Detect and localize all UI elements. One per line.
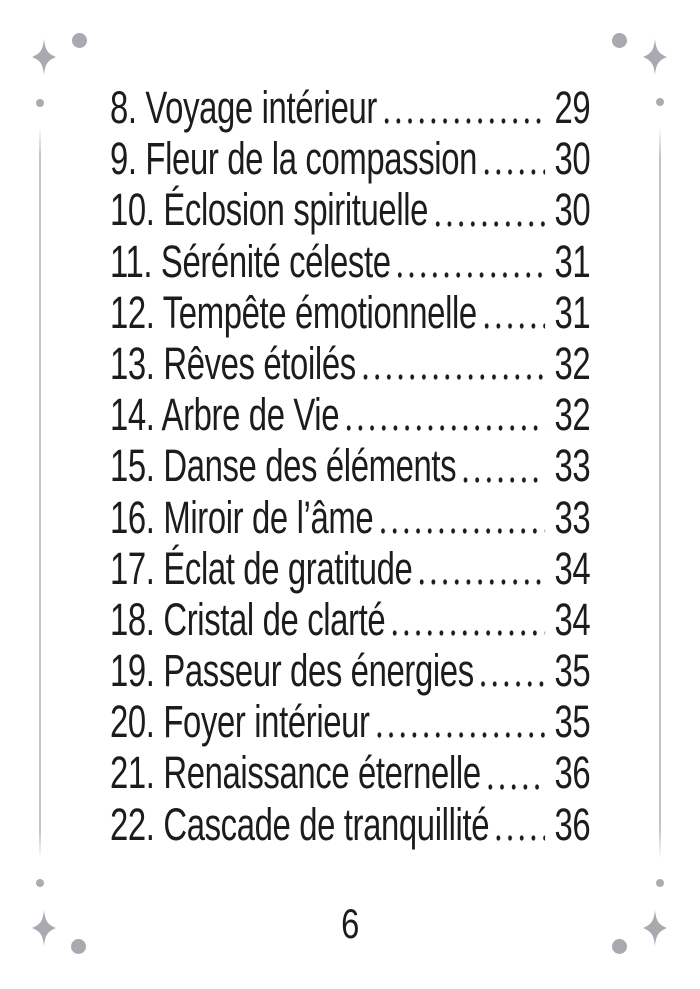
toc-entry-title: 15. Danse des éléments <box>110 440 457 492</box>
circle-ornament-top-right <box>612 33 627 48</box>
toc-row: 21. Renaissance éternelle 36 <box>110 747 591 799</box>
dotted-leader <box>363 374 546 381</box>
toc-entry-page: 34 <box>554 593 591 645</box>
toc-entry-page: 31 <box>554 286 591 338</box>
dotted-leader <box>463 476 546 483</box>
toc-entry-title: 12. Tempête émotionnelle <box>110 286 477 338</box>
dotted-leader <box>496 834 546 841</box>
toc-entry-page: 34 <box>554 542 591 594</box>
table-of-contents: 8. Voyage intérieur 29 9. Fleur de la co… <box>110 82 591 850</box>
toc-entry-title: 8. Voyage intérieur <box>110 82 377 133</box>
dot-ornament-bottom-right <box>656 879 664 887</box>
toc-entry-page: 33 <box>554 440 591 492</box>
toc-entry-page: 30 <box>554 184 591 236</box>
toc-row: 10. Éclosion spirituelle 30 <box>110 184 591 236</box>
toc-row: 18. Cristal de clarté 34 <box>110 593 591 645</box>
toc-row: 13. Rêves étoilés 32 <box>110 337 591 389</box>
toc-entry-title: 10. Éclosion spirituelle <box>110 184 429 236</box>
sparkle-icon-top-left <box>32 39 56 75</box>
sparkle-icon-bottom-right <box>643 910 667 946</box>
page-number: 6 <box>341 900 359 947</box>
toc-entry-title: 22. Cascade de tranquillité <box>110 798 490 850</box>
toc-entry-title: 18. Cristal de clarté <box>110 593 386 645</box>
toc-entry-title: 11. Sérénité céleste <box>110 235 391 287</box>
toc-row: 17. Éclat de gratitude 34 <box>110 542 591 594</box>
dotted-leader <box>484 169 546 176</box>
toc-entry-page: 32 <box>554 389 591 441</box>
toc-entry-page: 33 <box>554 491 591 543</box>
dotted-leader <box>481 681 546 688</box>
dotted-leader <box>376 732 546 739</box>
toc-entry-page: 36 <box>554 747 591 799</box>
dotted-leader <box>346 425 546 432</box>
toc-entry-title: 20. Foyer intérieur <box>110 696 370 748</box>
dotted-leader <box>380 527 546 534</box>
toc-entry-page: 31 <box>554 235 591 287</box>
circle-ornament-bottom-right <box>612 939 627 954</box>
toc-row: 15. Danse des éléments 33 <box>110 440 591 492</box>
toc-entry-page: 36 <box>554 798 591 850</box>
toc-row: 16. Miroir de l’âme 33 <box>110 491 591 543</box>
toc-entry-title: 9. Fleur de la compassion <box>110 133 478 185</box>
dotted-leader <box>435 220 546 227</box>
left-border-line <box>39 127 41 859</box>
toc-row: 12. Tempête émotionnelle 31 <box>110 286 591 338</box>
dotted-leader <box>419 578 546 585</box>
dotted-leader <box>484 322 546 329</box>
dotted-leader <box>397 271 546 278</box>
toc-entry-page: 30 <box>554 133 591 185</box>
sparkle-icon-top-right <box>643 39 667 75</box>
toc-row: 20. Foyer intérieur 35 <box>110 696 591 748</box>
toc-row: 11. Sérénité céleste 31 <box>110 235 591 287</box>
toc-entry-title: 13. Rêves étoilés <box>110 337 356 389</box>
toc-entry-page: 35 <box>554 696 591 748</box>
toc-entry-title: 16. Miroir de l’âme <box>110 491 374 543</box>
dot-ornament-bottom-left <box>36 879 44 887</box>
toc-entry-title: 19. Passeur des énergies <box>110 645 474 697</box>
toc-entry-page: 35 <box>554 645 591 697</box>
toc-row: 9. Fleur de la compassion 30 <box>110 133 591 185</box>
toc-entry-title: 14. Arbre de Vie <box>110 389 340 441</box>
toc-row: 22. Cascade de tranquillité 36 <box>110 798 591 850</box>
dot-ornament-top-left <box>36 99 44 107</box>
dot-ornament-top-right <box>656 98 664 106</box>
toc-entry-page: 29 <box>554 82 591 133</box>
right-border-line <box>659 127 661 859</box>
toc-row: 8. Voyage intérieur 29 <box>110 82 591 133</box>
dotted-leader <box>392 630 546 637</box>
toc-row: 14. Arbre de Vie 32 <box>110 389 591 441</box>
toc-entry-title: 21. Renaissance éternelle <box>110 747 481 799</box>
toc-row: 19. Passeur des énergies 35 <box>110 645 591 697</box>
dotted-leader <box>384 118 546 125</box>
dotted-leader <box>488 783 546 790</box>
circle-ornament-bottom-left <box>71 939 86 954</box>
toc-entry-page: 32 <box>554 337 591 389</box>
circle-ornament-top-left <box>72 33 87 48</box>
toc-entry-title: 17. Éclat de gratitude <box>110 542 413 594</box>
sparkle-icon-bottom-left <box>32 910 56 946</box>
